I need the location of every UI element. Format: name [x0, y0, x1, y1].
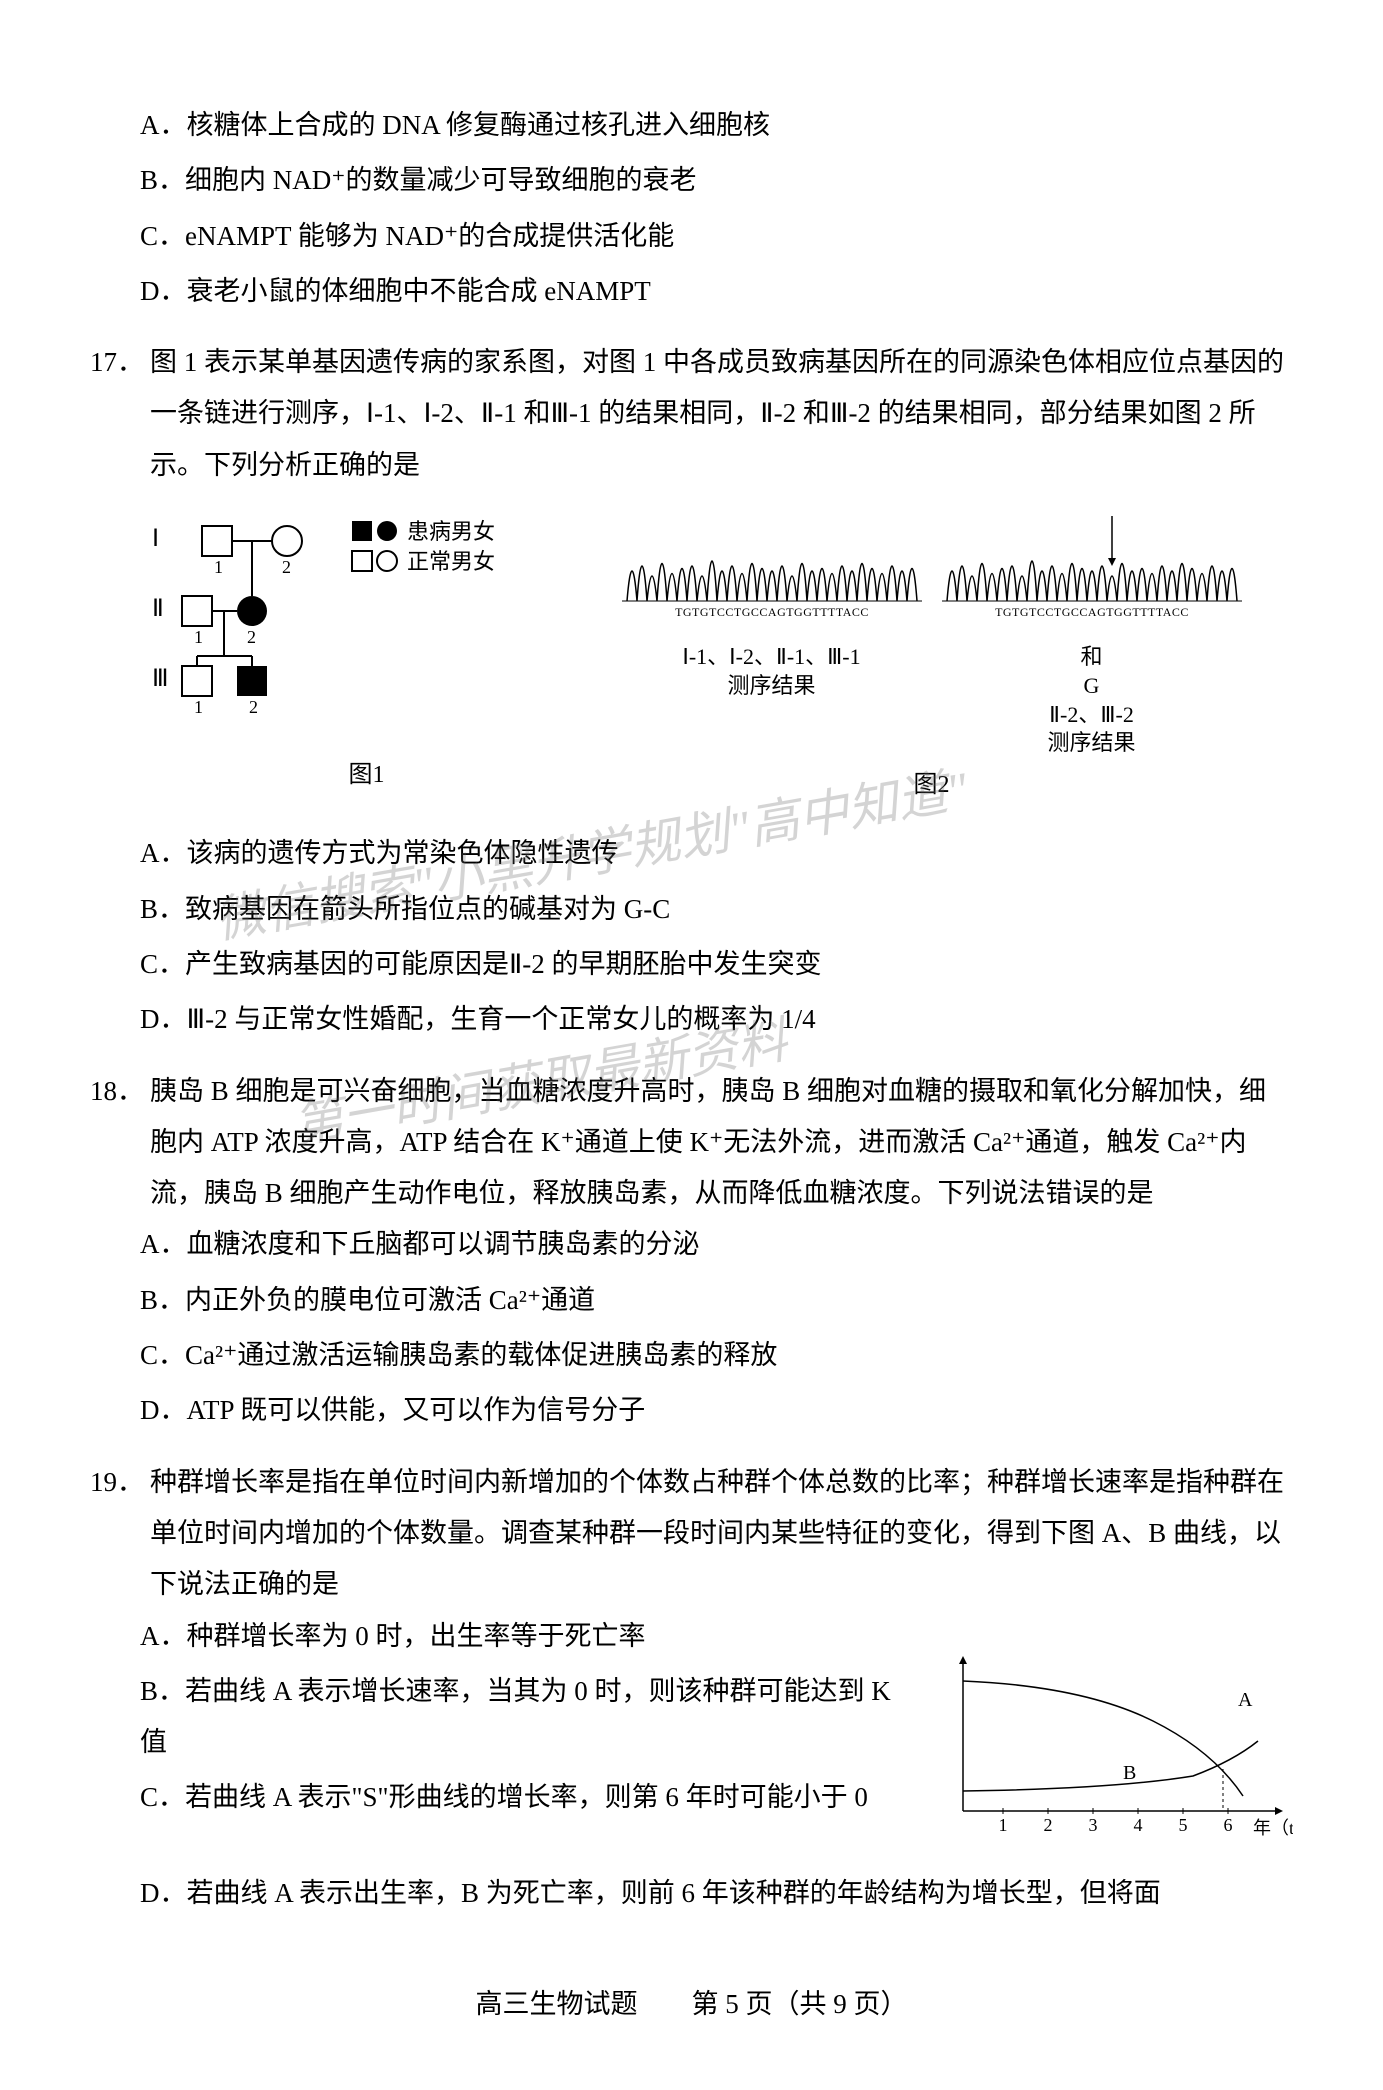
i-1-num: 1	[214, 557, 223, 577]
gen-2-label: Ⅱ	[152, 596, 164, 622]
curve-a	[963, 1681, 1243, 1796]
fig1-label: 图1	[142, 753, 592, 799]
seq2-note: 和	[1080, 644, 1102, 669]
legend-sq-open	[352, 551, 372, 571]
iii-1-square	[182, 666, 212, 696]
q16-options: A．核糖体上合成的 DNA 修复酶通过核孔进入细胞核 B．细胞内 NAD⁺的数量…	[90, 100, 1293, 317]
tick-1: 1	[999, 1815, 1008, 1835]
q19-opt-d-wrap: D．若曲线 A 表示出生率，B 为死亡率，则前 6 年该种群的年龄结构为增长型，…	[90, 1868, 1293, 1919]
q17-opt-a: A．该病的遗传方式为常染色体隐性遗传	[140, 828, 1293, 879]
q19-header: 19． 种群增长率是指在单位时间内新增加的个体数占种群个体总数的比率；种群增长速…	[90, 1457, 1293, 1611]
seq2-cap1: Ⅱ-2、Ⅲ-2	[1049, 702, 1134, 727]
q19-opt-c: C．若曲线 A 表示"S"形曲线的增长率，则第 6 年时可能小于 0	[140, 1772, 913, 1823]
tick-6: 6	[1224, 1815, 1233, 1835]
q17-option-list: A．该病的遗传方式为常染色体隐性遗传 B．致病基因在箭头所指位点的碱基对为 G-…	[90, 828, 1293, 1045]
legend-circ-filled	[377, 521, 397, 541]
q19-opt-b: B．若曲线 A 表示增长速率，当其为 0 时，则该种群可能达到 K 值	[140, 1666, 913, 1769]
q19-num: 19．	[90, 1457, 150, 1611]
chromatogram-2: TGTGTCCTGCCAGTGGTTTTACC 和 G Ⅱ-2、Ⅲ-2 测序结果	[942, 511, 1242, 758]
pedigree-svg: Ⅰ 1 2 患病男女 正常男女 Ⅱ 1 2	[142, 511, 592, 731]
chromatogram-section: TGTGTCCTGCCAGTGGTTTTACC Ⅰ-1、Ⅰ-2、Ⅱ-1、Ⅲ-1 …	[622, 511, 1242, 808]
curve-b	[963, 1741, 1258, 1791]
curve-a-label: A	[1238, 1689, 1253, 1711]
q17-num: 17．	[90, 337, 150, 491]
seq2-cap2: 测序结果	[1047, 730, 1135, 755]
ii-2-circle	[237, 596, 267, 626]
chromatogram-container: TGTGTCCTGCCAGTGGTTTTACC Ⅰ-1、Ⅰ-2、Ⅱ-1、Ⅲ-1 …	[622, 511, 1242, 758]
q17-opt-d: D．Ⅲ-2 与正常女性婚配，生育一个正常女儿的概率为 1/4	[140, 994, 1293, 1045]
tick-2: 2	[1044, 1815, 1053, 1835]
pedigree-figure: Ⅰ 1 2 患病男女 正常男女 Ⅱ 1 2	[142, 511, 592, 799]
q18-num: 18．	[90, 1066, 150, 1220]
q18-header: 18． 胰岛 B 细胞是可兴奋细胞，当血糖浓度升高时，胰岛 B 细胞对血糖的摄取…	[90, 1066, 1293, 1220]
option-b: B．细胞内 NAD⁺的数量减少可导致细胞的衰老	[140, 155, 1293, 206]
q18-opt-a: A．血糖浓度和下丘脑都可以调节胰岛素的分泌	[140, 1219, 1293, 1270]
q18-opt-b: B．内正外负的膜电位可激活 Ca²⁺通道	[140, 1275, 1293, 1326]
seq1-text: TGTGTCCTGCCAGTGGTTTTACC	[675, 605, 869, 619]
iii-2-square	[237, 666, 267, 696]
q19-text: 种群增长率是指在单位时间内新增加的个体数占种群个体总数的比率；种群增长速率是指种…	[150, 1457, 1293, 1611]
tick-5: 5	[1179, 1815, 1188, 1835]
q19-chart-svg: A B 1 2 3 4 5 6 年（t）	[933, 1651, 1293, 1851]
q17-text: 图 1 表示某单基因遗传病的家系图，对图 1 中各成员致病基因所在的同源染色体相…	[150, 337, 1293, 491]
fig2-label: 图2	[622, 763, 1242, 809]
curve-b-label: B	[1123, 1762, 1136, 1784]
page-footer: 高三生物试题 第 5 页（共 9 页）	[90, 1979, 1293, 2030]
ii-2-num: 2	[247, 627, 256, 647]
option-c: C．eNAMPT 能够为 NAD⁺的合成提供活化能	[140, 211, 1293, 262]
iii-1-num: 1	[194, 697, 203, 717]
legend-sq-filled	[352, 521, 372, 541]
seq1-caption: Ⅰ-1、Ⅰ-2、Ⅱ-1、Ⅲ-1 测序结果	[622, 643, 922, 700]
seq1-svg: TGTGTCCTGCCAGTGGTTTTACC	[622, 511, 922, 621]
seq2-arrow-head	[1108, 558, 1116, 566]
q19-layout: A．种群增长率为 0 时，出生率等于死亡率 B．若曲线 A 表示增长速率，当其为…	[90, 1611, 1293, 1868]
tick-3: 3	[1089, 1815, 1098, 1835]
q17-figures: Ⅰ 1 2 患病男女 正常男女 Ⅱ 1 2	[90, 511, 1293, 808]
iii-2-num: 2	[249, 697, 258, 717]
q17-opt-c: C．产生致病基因的可能原因是Ⅱ-2 的早期胚胎中发生突变	[140, 939, 1293, 990]
q19-opt-a: A．种群增长率为 0 时，出生率等于死亡率	[140, 1611, 913, 1662]
seq2-caption: 和 G Ⅱ-2、Ⅲ-2 测序结果	[942, 643, 1242, 757]
q19-chart: A B 1 2 3 4 5 6 年（t）	[933, 1651, 1293, 1868]
q18-text: 胰岛 B 细胞是可兴奋细胞，当血糖浓度升高时，胰岛 B 细胞对血糖的摄取和氧化分…	[150, 1066, 1293, 1220]
q18: 18． 胰岛 B 细胞是可兴奋细胞，当血糖浓度升高时，胰岛 B 细胞对血糖的摄取…	[90, 1066, 1293, 1437]
q18-opt-c: C．Ca²⁺通过激活运输胰岛素的载体促进胰岛素的释放	[140, 1330, 1293, 1381]
gen-3-label: Ⅲ	[152, 666, 169, 692]
seq2-peaks	[947, 561, 1237, 601]
q18-opt-d: D．ATP 既可以供能，又可以作为信号分子	[140, 1385, 1293, 1436]
seq2-path	[947, 561, 1237, 601]
seq2-svg: TGTGTCCTGCCAGTGGTTTTACC	[942, 511, 1242, 621]
option-list: A．核糖体上合成的 DNA 修复酶通过核孔进入细胞核 B．细胞内 NAD⁺的数量…	[90, 100, 1293, 317]
chromatogram-1: TGTGTCCTGCCAGTGGTTTTACC Ⅰ-1、Ⅰ-2、Ⅱ-1、Ⅲ-1 …	[622, 511, 922, 758]
q17-opt-b: B．致病基因在箭头所指位点的碱基对为 G-C	[140, 884, 1293, 935]
q19: 19． 种群增长率是指在单位时间内新增加的个体数占种群个体总数的比率；种群增长速…	[90, 1457, 1293, 1919]
i-2-num: 2	[282, 557, 291, 577]
legend-circ-open	[377, 551, 397, 571]
q18-option-list: A．血糖浓度和下丘脑都可以调节胰岛素的分泌 B．内正外负的膜电位可激活 Ca²⁺…	[90, 1219, 1293, 1436]
seq1-peaks	[627, 561, 917, 601]
legend-affected-text: 患病男女	[407, 519, 495, 544]
q17: 17． 图 1 表示某单基因遗传病的家系图，对图 1 中各成员致病基因所在的同源…	[90, 337, 1293, 1045]
seq1-cap1: Ⅰ-1、Ⅰ-2、Ⅱ-1、Ⅲ-1	[682, 644, 860, 669]
option-a: A．核糖体上合成的 DNA 修复酶通过核孔进入细胞核	[140, 100, 1293, 151]
tick-4: 4	[1134, 1815, 1143, 1835]
i-2-circle	[272, 526, 302, 556]
q19-opt-d: D．若曲线 A 表示出生率，B 为死亡率，则前 6 年该种群的年龄结构为增长型，…	[140, 1868, 1293, 1919]
gen-1-label: Ⅰ	[152, 526, 159, 552]
ii-1-num: 1	[194, 627, 203, 647]
legend-normal-text: 正常男女	[407, 549, 495, 574]
seq2-note2: G	[1084, 673, 1100, 698]
q19-option-list: A．种群增长率为 0 时，出生率等于死亡率 B．若曲线 A 表示增长速率，当其为…	[90, 1611, 913, 1828]
x-axis-arrow	[1275, 1807, 1283, 1815]
seq1-cap2: 测序结果	[727, 673, 815, 698]
i-1-square	[202, 526, 232, 556]
x-label: 年（t）	[1253, 1818, 1293, 1838]
q17-header: 17． 图 1 表示某单基因遗传病的家系图，对图 1 中各成员致病基因所在的同源…	[90, 337, 1293, 491]
seq2-text: TGTGTCCTGCCAGTGGTTTTACC	[995, 605, 1189, 619]
seq1-path	[627, 561, 917, 601]
ii-1-square	[182, 596, 212, 626]
option-d: D．衰老小鼠的体细胞中不能合成 eNAMPT	[140, 266, 1293, 317]
y-axis-arrow	[959, 1656, 967, 1664]
